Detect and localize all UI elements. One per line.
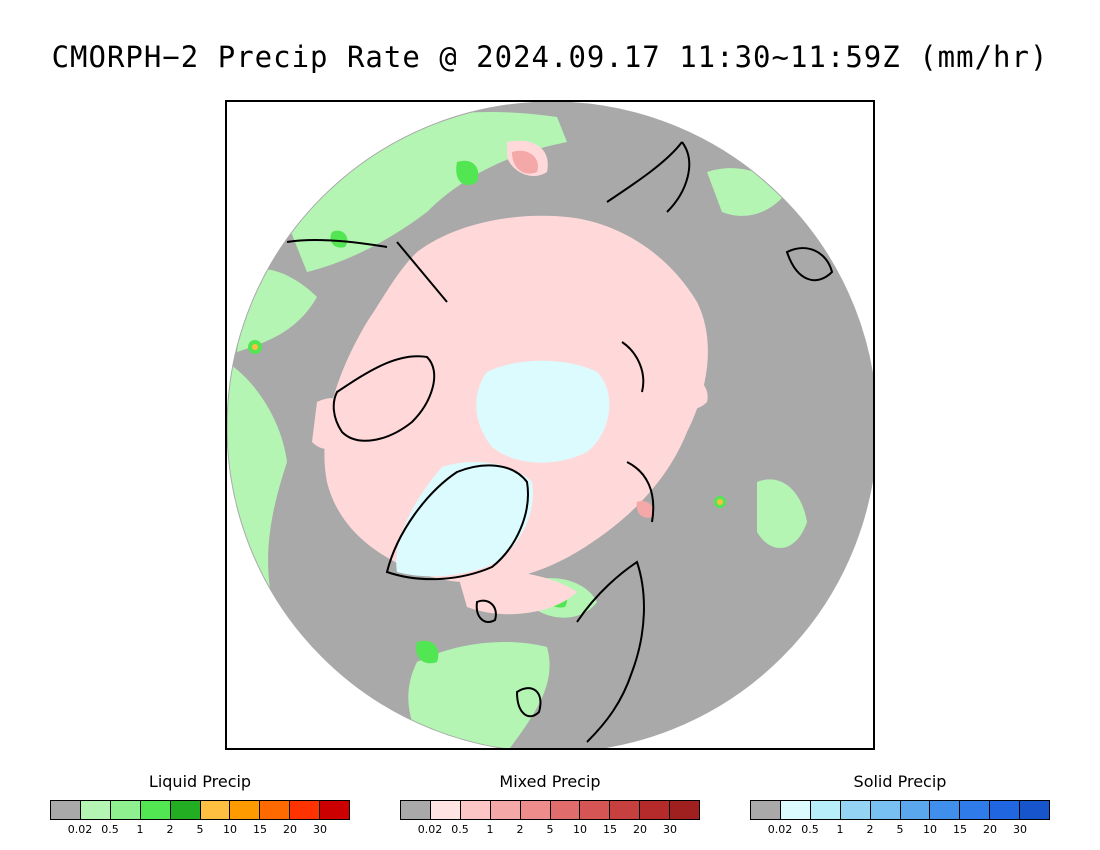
legend-title: Solid Precip bbox=[853, 772, 947, 791]
legend-title: Liquid Precip bbox=[148, 772, 252, 791]
legend-swatch bbox=[751, 801, 781, 819]
legend-swatch bbox=[110, 801, 141, 819]
legend-tick-label: 0.02 bbox=[417, 823, 443, 836]
legend-swatch bbox=[140, 801, 171, 819]
legend-tick-label: 30 bbox=[1013, 823, 1027, 836]
legend-swatch bbox=[1020, 801, 1050, 819]
legend-swatch bbox=[230, 801, 261, 819]
legend-swatch bbox=[990, 801, 1021, 819]
legend-solid: Solid Precip 0.02 0.5 1 2 5 10 15 20 30 bbox=[750, 772, 1050, 836]
legend-swatch bbox=[870, 801, 901, 819]
legend-tick-label: 10 bbox=[223, 823, 237, 836]
legend-liquid: Liquid Precip 0.02 0.5 1 2 5 10 15 20 30 bbox=[50, 772, 350, 836]
legend-colorbar bbox=[750, 800, 1050, 820]
legend-tick-label: 10 bbox=[573, 823, 587, 836]
legend-swatch bbox=[930, 801, 961, 819]
legend-tick-label: 2 bbox=[516, 823, 524, 836]
legend-tick-label: 5 bbox=[546, 823, 554, 836]
legend-colorbar bbox=[50, 800, 350, 820]
legend-swatch bbox=[610, 801, 641, 819]
legend-swatch bbox=[430, 801, 461, 819]
legend-tick-label: 30 bbox=[663, 823, 677, 836]
legend-swatch bbox=[780, 801, 811, 819]
legend-tick-label: 2 bbox=[166, 823, 174, 836]
legend-swatch bbox=[490, 801, 521, 819]
legend-tick-label: 5 bbox=[896, 823, 904, 836]
legend-swatch bbox=[290, 801, 321, 819]
legend-tick-label: 1 bbox=[136, 823, 144, 836]
legend-swatch bbox=[401, 801, 431, 819]
legend-tick-label: 1 bbox=[836, 823, 844, 836]
legend-swatch bbox=[260, 801, 291, 819]
legend-tick-label: 10 bbox=[923, 823, 937, 836]
legend-colorbar bbox=[400, 800, 700, 820]
legend-tick-label: 20 bbox=[983, 823, 997, 836]
legend-mixed: Mixed Precip 0.02 0.5 1 2 5 10 15 20 30 bbox=[400, 772, 700, 836]
legend-swatch bbox=[670, 801, 700, 819]
legend-tick-label: 15 bbox=[253, 823, 267, 836]
legend-tick-label: 15 bbox=[603, 823, 617, 836]
legend-title: Mixed Precip bbox=[499, 772, 601, 791]
legend-swatch bbox=[960, 801, 991, 819]
map-panel[interactable] bbox=[225, 100, 875, 750]
legend-swatch bbox=[51, 801, 81, 819]
map-title: CMORPH−2 Precip Rate @ 2024.09.17 11:30~… bbox=[51, 40, 1049, 74]
mixed-precip-moderate bbox=[512, 150, 654, 518]
legend-swatch bbox=[520, 801, 551, 819]
legend-tick-label: 0.5 bbox=[101, 823, 119, 836]
legend-swatch bbox=[640, 801, 671, 819]
legend-swatch bbox=[840, 801, 871, 819]
legend-swatch bbox=[200, 801, 231, 819]
legend-tick-label: 0.5 bbox=[801, 823, 819, 836]
legend-tick-label: 0.5 bbox=[451, 823, 469, 836]
legend-tick-label: 1 bbox=[486, 823, 494, 836]
legend-tick-label: 2 bbox=[866, 823, 874, 836]
legend-tick-label: 15 bbox=[953, 823, 967, 836]
legend-swatch bbox=[900, 801, 931, 819]
legend-swatch bbox=[550, 801, 581, 819]
liquid-precip-intense bbox=[252, 344, 723, 505]
legend-swatch bbox=[170, 801, 201, 819]
solid-precip-areas bbox=[396, 360, 610, 577]
legend-tick-label: 30 bbox=[313, 823, 327, 836]
legend-swatch bbox=[810, 801, 841, 819]
legend-swatch bbox=[580, 801, 611, 819]
legend-swatch bbox=[80, 801, 111, 819]
legend-tick-label: 5 bbox=[196, 823, 204, 836]
legend-swatch bbox=[320, 801, 350, 819]
legend-tick-label: 0.02 bbox=[767, 823, 793, 836]
legend-tick-label: 20 bbox=[633, 823, 647, 836]
legend-swatch bbox=[460, 801, 491, 819]
legend-tick-label: 20 bbox=[283, 823, 297, 836]
legend-tick-label: 0.02 bbox=[67, 823, 93, 836]
coastlines bbox=[286, 141, 834, 743]
polar-precip-map bbox=[227, 102, 873, 748]
precip-field bbox=[227, 102, 873, 748]
